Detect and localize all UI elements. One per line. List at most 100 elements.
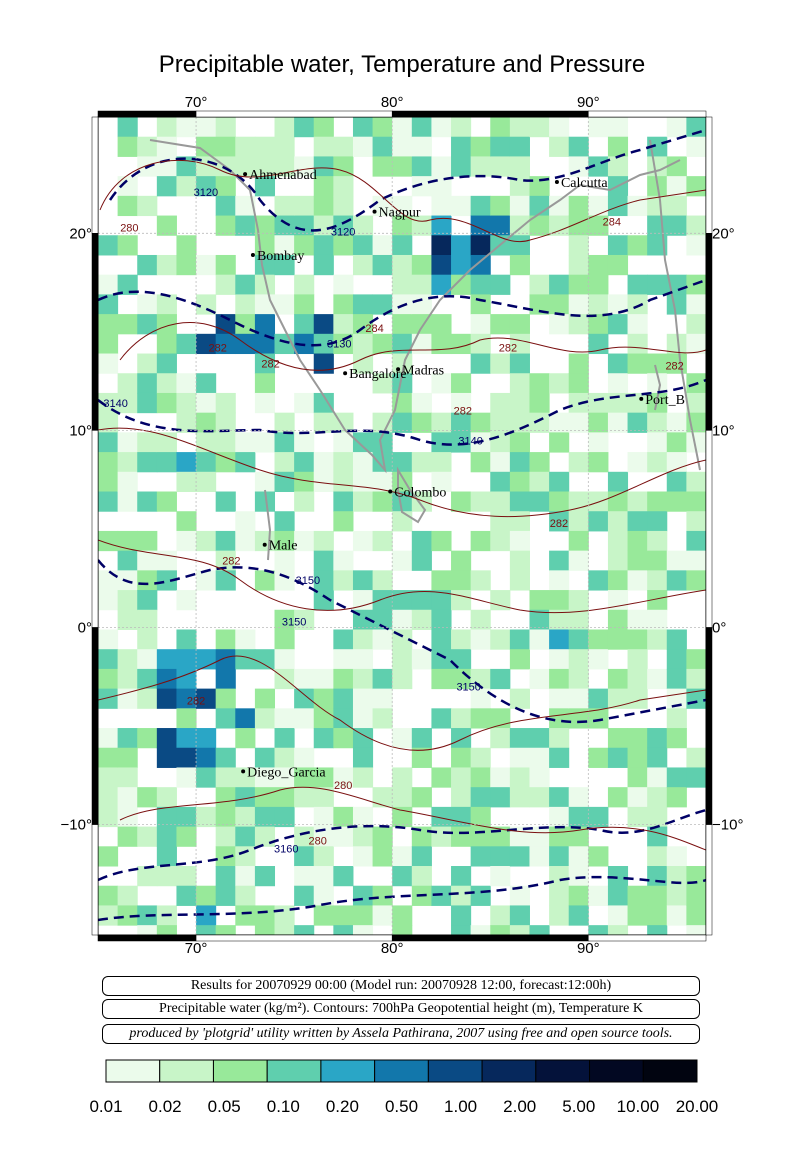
credit-text: produced by 'plotgrid' utility written b… bbox=[129, 1026, 673, 1041]
precip-cell bbox=[156, 117, 177, 138]
colorbar-swatch bbox=[159, 1059, 214, 1083]
precip-cell bbox=[607, 885, 629, 906]
precip-cell bbox=[549, 432, 570, 453]
precip-cell bbox=[647, 629, 668, 650]
precip-cell bbox=[490, 412, 511, 433]
precip-cell bbox=[196, 885, 217, 906]
height-contours bbox=[98, 128, 706, 922]
precip-cell bbox=[490, 846, 511, 867]
precip-cell bbox=[451, 649, 472, 670]
precip-cell bbox=[215, 333, 236, 355]
precip-cell bbox=[156, 550, 177, 571]
precip-cell bbox=[686, 215, 706, 236]
precip-cell bbox=[627, 609, 648, 630]
precip-cell bbox=[156, 215, 177, 236]
precip-cell bbox=[549, 294, 570, 315]
precip-cell bbox=[235, 787, 256, 808]
precip-cell bbox=[607, 511, 629, 532]
frame-bar bbox=[705, 116, 713, 234]
precip-cell bbox=[372, 373, 393, 394]
precip-cell bbox=[647, 787, 668, 808]
colorbar-label: 2.00 bbox=[503, 1097, 536, 1116]
precip-cell bbox=[196, 471, 217, 493]
precip-cell bbox=[490, 136, 511, 157]
precip-cell bbox=[235, 846, 256, 867]
precip-cell bbox=[549, 728, 570, 749]
precip-cell bbox=[470, 708, 491, 729]
precip-cell bbox=[137, 432, 158, 453]
precip-cell bbox=[98, 392, 119, 414]
precip-cell bbox=[588, 432, 609, 453]
precip-cell bbox=[98, 905, 119, 926]
precip-cell bbox=[176, 235, 197, 256]
precip-cell bbox=[98, 353, 119, 374]
precip-cell bbox=[627, 668, 648, 690]
precip-cell bbox=[647, 491, 668, 512]
precip-cell bbox=[117, 432, 138, 453]
precip-cell bbox=[568, 136, 589, 157]
precip-cell bbox=[686, 649, 706, 670]
colorbar-label: 0.01 bbox=[89, 1097, 122, 1116]
precip-cell bbox=[215, 215, 236, 236]
precip-cell bbox=[372, 609, 393, 630]
precip-cell bbox=[549, 609, 570, 630]
precip-cell bbox=[156, 866, 177, 887]
precip-cell bbox=[627, 452, 648, 473]
precip-cell bbox=[549, 215, 570, 236]
frame-bar bbox=[705, 233, 713, 431]
precip-cell bbox=[117, 609, 138, 630]
precip-cell bbox=[333, 767, 354, 788]
precip-cell bbox=[294, 215, 315, 236]
precip-cell bbox=[137, 136, 158, 157]
precip-cell bbox=[137, 787, 158, 808]
precip-cell bbox=[431, 274, 452, 295]
height-contour-label: 3120 bbox=[194, 187, 218, 199]
precip-cell bbox=[607, 156, 629, 177]
precip-cell bbox=[627, 274, 648, 295]
precip-cell bbox=[451, 432, 472, 453]
precip-cell bbox=[490, 471, 511, 493]
precip-cell bbox=[647, 550, 668, 571]
precip-cell bbox=[627, 195, 648, 217]
precip-cell bbox=[372, 530, 393, 552]
precip-cell bbox=[431, 590, 452, 611]
precip-cell bbox=[156, 333, 177, 355]
precip-cell bbox=[98, 885, 119, 906]
frame-bar bbox=[705, 824, 713, 936]
precip-cell bbox=[411, 747, 432, 768]
precip-cell bbox=[431, 452, 452, 473]
precip-cell bbox=[451, 136, 472, 157]
frame-bars bbox=[91, 110, 713, 942]
frame-bar bbox=[195, 934, 393, 942]
precip-cell bbox=[568, 826, 589, 847]
precip-cell bbox=[294, 708, 315, 729]
precip-cell bbox=[529, 471, 550, 493]
precip-cell bbox=[647, 767, 668, 788]
precip-cell bbox=[98, 452, 119, 473]
precip-cell bbox=[333, 136, 354, 157]
precip-cell bbox=[607, 117, 629, 138]
precip-cell bbox=[666, 117, 687, 138]
precip-cell bbox=[137, 254, 158, 276]
precip-cell bbox=[176, 530, 197, 552]
precip-cell bbox=[529, 747, 550, 768]
precip-cell bbox=[490, 353, 511, 374]
precip-cell bbox=[137, 392, 158, 414]
precip-cell bbox=[333, 649, 354, 670]
precip-cell bbox=[647, 235, 668, 256]
precip-cell bbox=[254, 156, 276, 177]
precip-cell bbox=[588, 708, 609, 729]
precip-cell bbox=[176, 688, 197, 709]
precip-cell bbox=[235, 866, 256, 887]
precip-cell bbox=[529, 176, 550, 197]
precip-cell bbox=[627, 688, 648, 709]
precip-cell bbox=[372, 885, 393, 906]
precip-cell bbox=[215, 117, 236, 138]
colorbar-label: 0.20 bbox=[326, 1097, 359, 1116]
precip-cell bbox=[607, 609, 629, 630]
precip-cell bbox=[451, 728, 472, 749]
precip-cell bbox=[451, 826, 472, 847]
precip-cell bbox=[686, 432, 706, 453]
precip-cell bbox=[392, 491, 413, 512]
precip-cell bbox=[490, 668, 511, 690]
